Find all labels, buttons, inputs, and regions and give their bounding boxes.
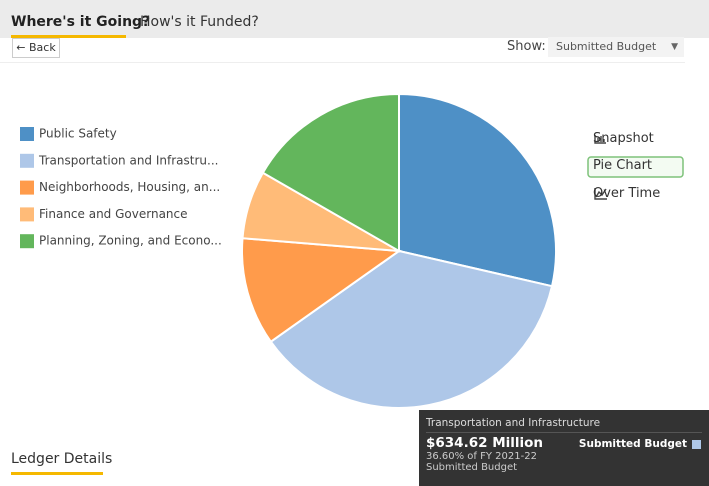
view-option[interactable]: Pie Chart (593, 158, 653, 173)
legend-swatch (20, 180, 34, 195)
legend-label: Finance and Governance (39, 207, 188, 221)
tooltip-swatch (692, 440, 701, 449)
tooltip-share: 36.60% of FY 2021-22 (426, 451, 537, 462)
legend-swatch (20, 207, 34, 222)
legend-swatch (20, 127, 34, 141)
dropdown-value: Submitted Budget (556, 40, 657, 53)
legend-label: Transportation and Infrastru... (38, 153, 218, 167)
top-bar (0, 0, 709, 38)
tooltip: Transportation and Infrastructure $634.6… (419, 410, 709, 486)
snapshot-icon (594, 135, 606, 144)
dropdown[interactable]: Submitted Budget ▼ (548, 37, 684, 57)
section-underline (11, 472, 103, 475)
back-button[interactable]: ← Back (12, 38, 60, 58)
tab[interactable]: Where's it Going? (11, 14, 151, 30)
tooltip-title: Transportation and Infrastructure (426, 417, 601, 429)
tab[interactable]: How's it Funded? (140, 14, 259, 30)
legend-label: Public Safety (39, 127, 117, 141)
legend-label: Planning, Zoning, and Econo... (39, 234, 222, 248)
legend-label: Neighborhoods, Housing, an... (39, 180, 220, 194)
pie-slice (261, 92, 400, 253)
legend-swatch (20, 153, 34, 168)
tooltip-series: Submitted Budget (578, 438, 687, 450)
section-title: Ledger Details (11, 451, 113, 467)
legend-swatch (20, 234, 34, 249)
tooltip-budget: Submitted Budget (426, 462, 518, 473)
tooltip-amount: $634.62 Million (426, 435, 544, 451)
divider (0, 62, 685, 63)
selected-view (587, 156, 684, 178)
line-icon (594, 188, 607, 200)
dropdown-arrow: ▼ (671, 42, 678, 52)
pie-slice (241, 237, 402, 344)
pie-slice (269, 249, 554, 409)
tab-underline (11, 35, 126, 38)
pie-slice (398, 92, 557, 288)
show-label: Show: (507, 39, 546, 54)
view-option[interactable]: Over Time (593, 186, 661, 201)
tooltip-divider (426, 432, 702, 433)
view-option[interactable]: Snapshot (593, 131, 654, 146)
